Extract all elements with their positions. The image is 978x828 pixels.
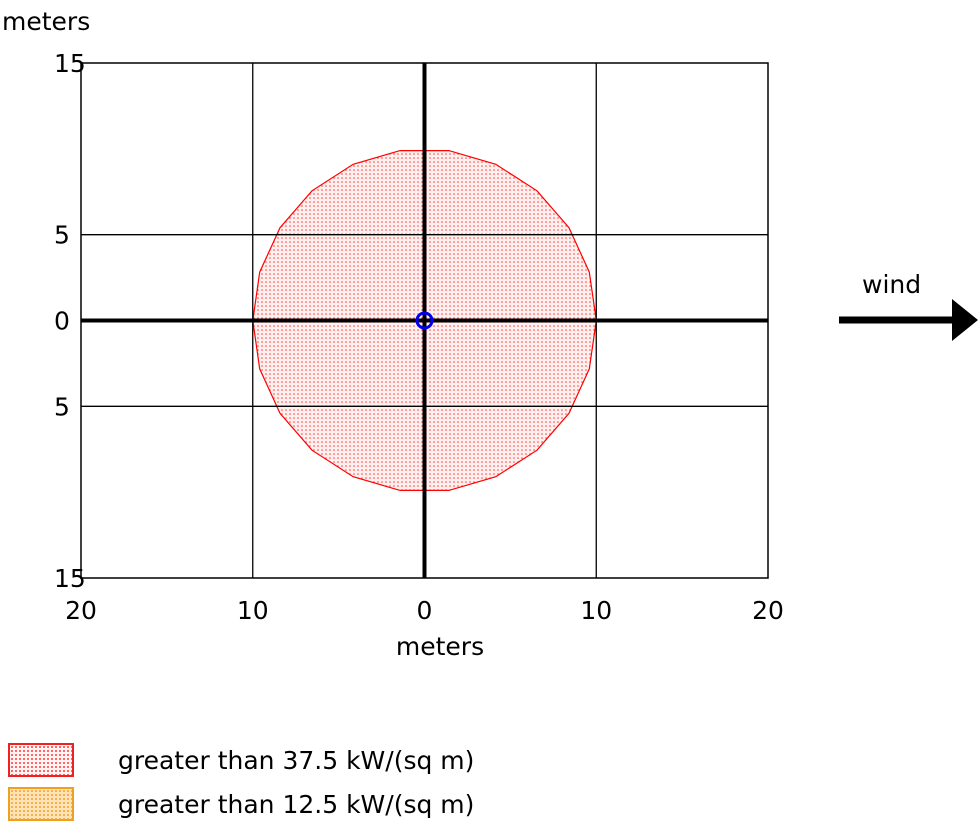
y-tick-label: 0: [54, 307, 70, 336]
wind-arrow-head: [952, 299, 978, 341]
x-tick-label: 10: [580, 596, 612, 625]
x-tick-label: 0: [417, 596, 433, 625]
legend-swatch-orange: [8, 787, 74, 821]
y-tick-label: 15: [54, 564, 86, 593]
legend-label: greater than 12.5 kW/(sq m): [118, 789, 475, 819]
x-tick-label: 10: [237, 596, 269, 625]
legend: greater than 37.5 kW/(sq m) greater than…: [8, 738, 474, 826]
y-tick-label: 5: [54, 221, 70, 250]
wind-label: wind: [862, 270, 921, 299]
legend-label: greater than 37.5 kW/(sq m): [118, 745, 475, 775]
wind-indicator: wind: [839, 270, 978, 341]
source-point-marker: [415, 311, 434, 330]
legend-item-orange: greater than 12.5 kW/(sq m): [8, 782, 474, 826]
legend-swatch-red: [8, 743, 74, 777]
x-tick-label: 20: [752, 596, 784, 625]
threat-zone-chart: 20 10 0 10 20 15 5 0 5 15 meters meters wind: [2, 7, 978, 661]
legend-item-red: greater than 37.5 kW/(sq m): [8, 738, 474, 782]
x-tick-label: 20: [65, 596, 97, 625]
tick-labels: 20 10 0 10 20 15 5 0 5 15: [54, 49, 784, 625]
y-axis-label: meters: [2, 7, 90, 36]
y-tick-label: 15: [54, 49, 86, 78]
y-tick-label: 5: [54, 392, 70, 421]
axis-lines: [81, 63, 768, 578]
x-axis-label: meters: [396, 632, 484, 661]
